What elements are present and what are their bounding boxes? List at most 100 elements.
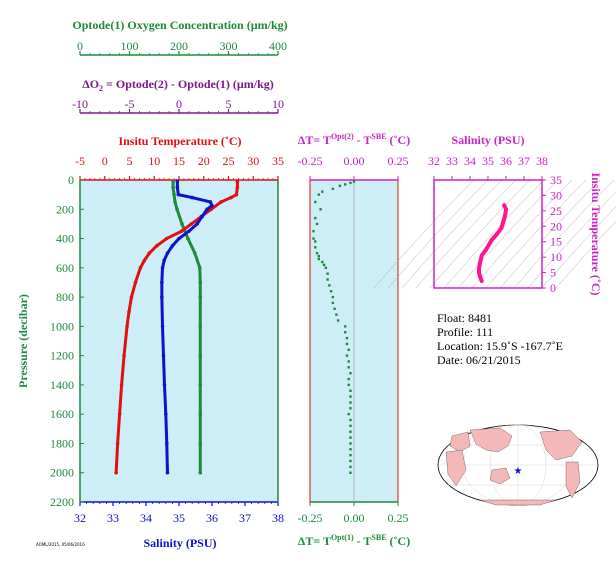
delta-t-point (319, 208, 322, 211)
delta-t-point (321, 260, 324, 264)
salinity-profile-point (170, 244, 175, 248)
ts-point (503, 213, 508, 218)
temperature-profile-point (125, 324, 129, 329)
salinity-profile-point (161, 353, 166, 358)
dt-top-b: - T (354, 133, 372, 147)
oxygen-tick-label: 300 (220, 39, 238, 53)
salinity-tick-label: 33 (107, 511, 119, 525)
delta-t-point (333, 307, 336, 310)
ts-point (495, 232, 499, 236)
salinity-profile-point (175, 179, 180, 184)
pressure-tick-label: 2000 (50, 466, 74, 480)
temperature-tick-label: 35 (272, 154, 284, 168)
temperature-profile-point (229, 195, 233, 200)
ts-density-contour (415, 179, 517, 289)
delta-t-top-tick-label: -0.25 (298, 154, 323, 168)
delta-t-point (349, 448, 352, 451)
temperature-profile-point (179, 229, 184, 234)
delta-t-point (335, 313, 338, 316)
salinity-profile-point (164, 441, 169, 446)
map-land-north-america (539, 429, 583, 461)
salinity-profile-point (162, 383, 167, 387)
salinity-profile-point (190, 195, 194, 200)
salinity-tick-label: 37 (239, 511, 251, 525)
ts-x-tick-label: 34 (464, 154, 476, 168)
delta-t-point (315, 251, 319, 255)
ts-point (477, 270, 481, 275)
delta-o2-title-prefix: ΔO (82, 77, 99, 91)
temperature-profile-point (117, 412, 122, 416)
ts-y-tick-label: 10 (550, 250, 562, 264)
delta-t-point (349, 471, 352, 474)
salinity-tick-label: 38 (272, 511, 284, 525)
temperature-profile-point (147, 251, 152, 255)
ts-density-contour (527, 191, 616, 289)
ts-temperature-title: Insitu Temperature (˚C) (589, 172, 603, 295)
dt-bot-c: (˚C) (387, 534, 411, 548)
ts-density-contour (457, 179, 559, 289)
pressure-tick-label: 1800 (50, 436, 74, 450)
ts-point (499, 225, 504, 230)
delta-o2-tick-label: 0 (176, 97, 182, 111)
pressure-tick-label: 200 (56, 202, 74, 216)
temperature-profile-point (119, 383, 124, 387)
ts-y-tick-label: 5 (550, 266, 556, 280)
ts-point (501, 219, 506, 224)
temperature-axis-title: Insitu Temperature (˚C) (118, 134, 241, 148)
temperature-profile-point (114, 470, 118, 475)
salinity-profile-point (165, 470, 170, 475)
temperature-profile-point (234, 192, 239, 197)
dt-bot-b: - T (354, 534, 372, 548)
ts-y-tick-label: 35 (550, 173, 562, 187)
delta-t-point (347, 366, 350, 369)
delta-t-point (312, 237, 315, 240)
delta-t-point (328, 284, 331, 287)
ts-x-tick-label: 37 (518, 154, 530, 168)
delta-t-point (349, 430, 352, 433)
delta-t-point (314, 216, 317, 220)
dt-bot-sup2: SBE (371, 533, 386, 542)
pressure-axis-title: Pressure (decibar) (16, 294, 30, 388)
delta-t-point (326, 272, 329, 275)
salinity-profile-point (200, 214, 204, 219)
temperature-profile-point (235, 179, 240, 184)
temperature-profile-point (129, 295, 134, 299)
salinity-tick-label: 35 (173, 511, 185, 525)
info-location: Location: 15.9˚S -167.7˚E (437, 339, 563, 353)
delta-t-point (317, 257, 320, 261)
temperature-tick-label: 0 (102, 154, 108, 168)
salinity-tick-label: 32 (74, 511, 86, 525)
delta-t-bottom-tick-label: -0.25 (298, 511, 323, 525)
salinity-tick-label: 34 (140, 511, 152, 525)
pressure-tick-label: 1400 (50, 378, 74, 392)
oxygen-profile-point (198, 280, 203, 285)
temperature-profile-point (142, 258, 147, 263)
info-float: Float: 8481 (437, 311, 492, 325)
ts-density-contour (499, 179, 601, 289)
salinity-bottom-axis-title: Salinity (PSU) (143, 536, 216, 550)
delta-t-point (314, 240, 317, 243)
temperature-tick-label: 15 (173, 154, 185, 168)
delta-t-point (349, 442, 352, 445)
delta-t-point (349, 459, 352, 463)
ts-point (489, 238, 494, 243)
ts-x-tick-label: 32 (428, 154, 440, 168)
temperature-profile-point (219, 200, 223, 204)
delta-t-point (347, 348, 350, 351)
dt-bot-sup1: Opt(1) (331, 533, 354, 542)
oxygen-profile-point (198, 295, 203, 299)
oxygen-profile-point (171, 185, 175, 190)
oxygen-profile-point (173, 200, 177, 204)
dt-bot-a: ΔT= T (298, 534, 331, 548)
pressure-tick-label: 1200 (50, 349, 74, 363)
pressure-tick-label: 1000 (50, 319, 74, 333)
delta-t-point (349, 395, 352, 398)
temperature-profile-point (154, 244, 159, 248)
delta-t-bottom-title: ΔT= TOpt(1) - TSBE (˚C) (298, 533, 410, 548)
temperature-tick-label: 20 (198, 154, 210, 168)
delta-o2-tick-label: 10 (272, 97, 284, 111)
delta-t-point (317, 193, 320, 196)
salinity-profile-point (160, 324, 165, 329)
ts-panel-background (434, 180, 542, 288)
